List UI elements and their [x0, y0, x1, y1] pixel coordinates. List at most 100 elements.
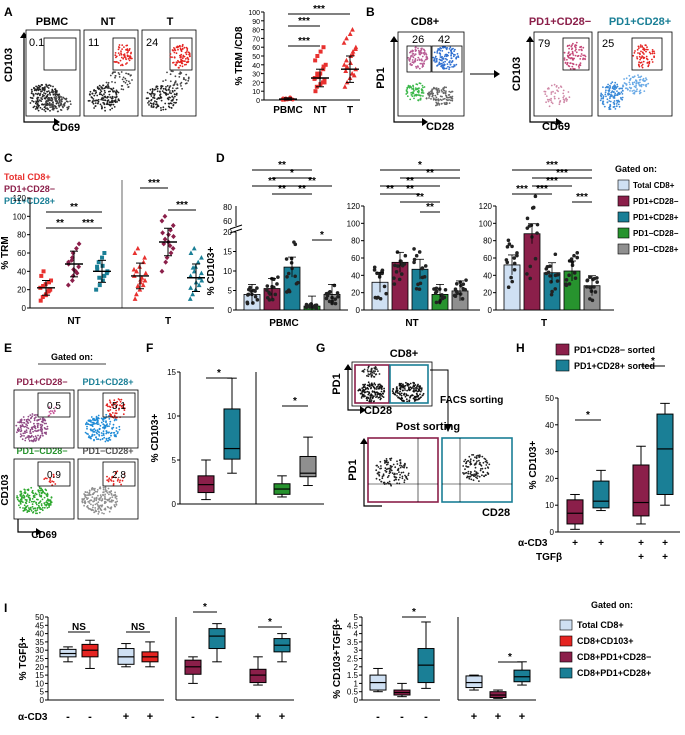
flow-dot — [16, 429, 19, 432]
flow-dot — [417, 390, 420, 393]
flow-dot — [107, 99, 110, 102]
flow-dot — [422, 65, 425, 67]
flow-dot — [442, 98, 445, 101]
g-sort-arrow — [430, 369, 449, 428]
flow-dot — [568, 51, 570, 53]
flow-dot — [425, 52, 427, 55]
flow-dot — [607, 92, 609, 95]
flow-dot — [623, 82, 626, 84]
flow-dot — [116, 500, 119, 503]
flow-dot — [93, 94, 96, 97]
c-point — [163, 259, 169, 265]
flow-dot — [110, 87, 112, 90]
flow-dot — [582, 57, 585, 60]
flow-dot — [43, 109, 46, 111]
flow-dot — [92, 423, 95, 425]
d-point — [434, 300, 439, 305]
flow-dot — [90, 96, 93, 98]
flow-dot — [579, 62, 582, 64]
flow-dot — [180, 56, 182, 59]
d-point — [569, 257, 574, 261]
flow-dot — [27, 438, 30, 440]
flow-dot — [545, 101, 547, 104]
flow-dot — [363, 389, 366, 392]
i1-sign-1: - — [66, 711, 70, 723]
flow-dot — [84, 500, 86, 502]
flow-dot — [178, 72, 181, 75]
flow-dot — [113, 99, 115, 102]
h-row-cd3: α-CD3 — [518, 538, 548, 549]
flow-dot — [441, 46, 444, 48]
flow-dot — [457, 56, 460, 58]
flow-dot — [55, 93, 58, 96]
flow-dot — [406, 389, 408, 392]
flow-dot — [46, 90, 48, 93]
flow-dot — [395, 476, 398, 479]
flow-dot — [172, 70, 174, 73]
e-title-3: PD1−CD28− — [16, 446, 67, 456]
b-gate-right — [431, 45, 463, 73]
d-point — [336, 294, 340, 299]
b-arrow-head — [494, 70, 500, 78]
flow-dot — [125, 58, 127, 61]
a-gate-nt — [112, 37, 136, 71]
flow-dot — [418, 90, 420, 93]
flow-dot — [46, 104, 49, 106]
d-point — [287, 288, 291, 293]
flow-dot — [367, 393, 370, 396]
flow-dot — [88, 99, 91, 102]
flow-dot — [392, 388, 395, 390]
i1-sig-label: NS — [72, 622, 86, 633]
flow-dot — [609, 108, 612, 110]
flow-dot — [485, 474, 487, 476]
flow-dot — [118, 54, 121, 56]
flow-dot — [83, 493, 85, 495]
d-point — [512, 261, 517, 266]
flow-dot — [43, 422, 46, 425]
flow-dot — [409, 58, 411, 60]
flow-dot — [618, 100, 620, 103]
flow-dot — [606, 101, 609, 104]
flow-dot — [480, 468, 482, 470]
flow-dot — [43, 506, 46, 509]
flow-dot — [99, 438, 102, 441]
flow-dot — [558, 103, 561, 106]
flow-dot — [417, 99, 419, 102]
flow-dot — [414, 48, 417, 51]
a-axis-arrows — [23, 34, 58, 123]
flow-dot — [362, 385, 365, 388]
flow-dot — [45, 83, 47, 86]
d-point — [585, 278, 590, 283]
flow-dot — [105, 439, 108, 441]
flow-dot — [431, 90, 433, 92]
flow-dot — [476, 477, 479, 480]
flow-dot — [413, 398, 416, 401]
flow-dot — [423, 86, 426, 88]
c-point — [138, 276, 144, 282]
flow-dot — [396, 460, 398, 463]
flow-dot — [69, 100, 72, 103]
d-point — [399, 272, 404, 276]
a-gate-pbmc — [43, 37, 77, 71]
flow-dot — [403, 387, 406, 389]
flow-dot — [32, 106, 35, 109]
flow-dot — [473, 464, 476, 466]
flow-dot — [388, 480, 391, 483]
flow-dot — [415, 94, 418, 97]
flow-dot — [46, 495, 49, 498]
flow-dot — [92, 509, 94, 512]
flow-dot — [121, 78, 124, 81]
flow-dot — [451, 97, 454, 100]
flow-dot — [399, 461, 402, 464]
a-point — [348, 60, 353, 66]
flow-dot — [45, 101, 48, 104]
flow-dot — [417, 383, 419, 386]
panel-letter-h: H — [516, 341, 525, 355]
a-x-category: NT — [313, 105, 326, 116]
b-sub-title-2: PD1+CD28+ — [609, 16, 671, 28]
d-y-tick-label: 0 — [356, 306, 361, 315]
flow-dot — [104, 495, 106, 497]
flow-dot — [103, 502, 106, 505]
flow-dot — [378, 386, 381, 388]
flow-dot — [181, 47, 184, 50]
